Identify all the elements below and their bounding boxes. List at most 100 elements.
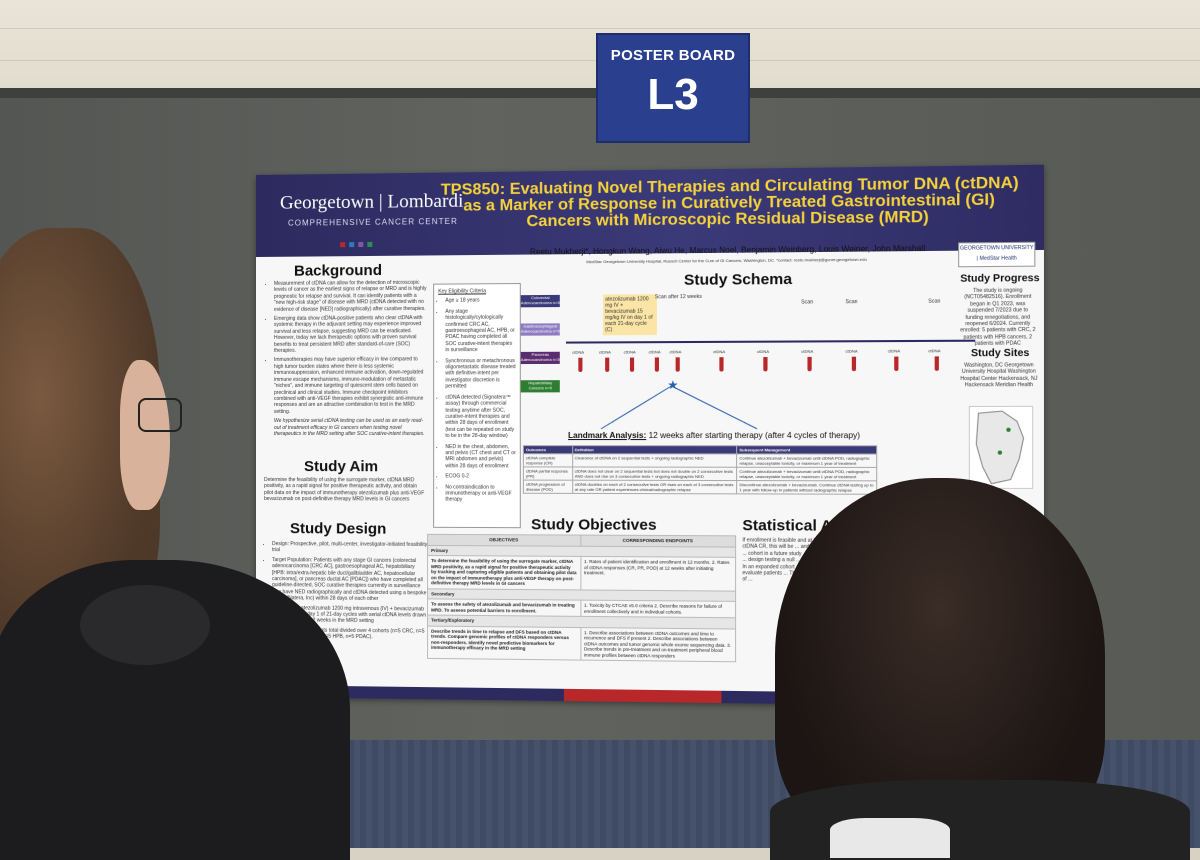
- table-cell: Continue atezolizumab + bevacizumab unti…: [736, 467, 877, 481]
- design-item: Target Population: Patients with any sta…: [272, 557, 429, 603]
- aim-text: Determine the feasibility of using the s…: [263, 477, 425, 503]
- ctdna-label: ctDNA: [845, 348, 858, 354]
- background-heading: Background: [293, 261, 382, 280]
- cohort-hepatobiliary-arrow: Hepatobiliary Cancers n=5: [520, 380, 560, 393]
- blood-tube-icon: [675, 357, 680, 372]
- scan-after-label: Scan after 12 weeks: [654, 293, 702, 301]
- design-item: Design: Prospective, pilot, multi-center…: [272, 541, 429, 555]
- eligibility-item: Synchronous or metachronous oligometasta…: [445, 358, 515, 391]
- ctdna-label: ctDNA: [801, 348, 814, 354]
- table-cell: Continue atezolizumab + bevacizumab unti…: [736, 453, 877, 468]
- landmark-table: Outcomes Definition Subsequent Managemen…: [523, 445, 877, 495]
- table-cell: ctDNA partial response (PR): [523, 466, 573, 481]
- background-text: Measurement of ctDNA can allow for the d…: [266, 280, 427, 438]
- poster-affiliation: MedStar Georgetown University Hospital, …: [586, 256, 867, 265]
- research-poster: Georgetown | Lombardi COMPREHENSIVE CANC…: [256, 164, 1044, 708]
- blood-tube-icon: [763, 357, 768, 372]
- objectives-heading: Study Objectives: [531, 516, 657, 534]
- table-row: ctDNA progression of disease (POD) ctDNA…: [523, 480, 877, 495]
- cohort-crc-arrow: Colorectal Adenocarcinoma n=5: [520, 294, 560, 308]
- ctdna-label: ctDNA: [928, 348, 941, 354]
- endpoint-text: 1. Describe associations between ctDNA o…: [580, 627, 736, 662]
- institution-logo: Georgetown | Lombardi: [279, 190, 464, 214]
- blood-tube-icon: [629, 357, 635, 372]
- eligibility-item: No contraindication to immunotherapy or …: [445, 484, 515, 504]
- endpoint-text: 1. Rates of patient identification and e…: [580, 556, 736, 591]
- table-cell: Clearance of ctDNA on 2 sequential tests…: [572, 453, 737, 468]
- partner-logo: GEORGETOWN UNIVERSITY | MedStar Health: [958, 241, 1036, 268]
- background-bullet: Measurement of ctDNA can allow for the d…: [274, 280, 427, 313]
- scan-label: Scan: [928, 298, 941, 305]
- blood-tube-icon: [654, 357, 659, 372]
- scan-label: Scan: [801, 299, 814, 306]
- landmark-text: 12 weeks after starting therapy (after 4…: [648, 430, 861, 441]
- timeline-bar: [565, 339, 976, 344]
- table-row: ctDNA partial response (PR) ctDNA does n…: [523, 466, 877, 481]
- landmark-caption: Landmark Analysis: 12 weeks after starti…: [568, 431, 860, 440]
- viewer-left-face: [120, 360, 170, 510]
- aim-heading: Study Aim: [303, 458, 379, 476]
- blood-tube-icon: [578, 357, 583, 372]
- ctdna-label: ctDNA: [713, 349, 726, 355]
- table-cell: ctDNA complete response (CR): [523, 453, 573, 467]
- schema-heading: Study Schema: [683, 270, 793, 289]
- objective-text: Describe trends in time to relapse and D…: [427, 625, 581, 661]
- sites-heading: Study Sites: [970, 347, 1030, 360]
- blood-tube-icon: [605, 357, 610, 372]
- viewer-left-hood: [80, 585, 210, 665]
- background-bullet: Emerging data show ctDNA-positive patien…: [274, 315, 427, 354]
- landmark-col-header: Definition: [572, 445, 737, 454]
- cohort-pancreas-arrow: Pancreas Adenocarcinoma n=5: [520, 351, 560, 365]
- landmark-col-header: Outcomes: [523, 445, 573, 454]
- objective-text: To determine the feasibility of using th…: [427, 555, 581, 590]
- poster-board-sign: POSTER BOARD L3: [596, 33, 750, 143]
- ctdna-label: ctDNA: [757, 348, 770, 354]
- viewer-right-collar: [830, 818, 950, 858]
- map-outline: [970, 407, 1032, 488]
- landmark-col-header: Subsequent Management: [736, 445, 877, 455]
- ctdna-label: ctDNA: [887, 348, 901, 354]
- blood-tube-icon: [934, 356, 939, 371]
- logo-color-squares: [340, 234, 376, 252]
- eligibility-item: Age ≥ 18 years: [445, 298, 515, 305]
- endpoint-text: 1. Toxicity by CTCAE v5.0 criteria 2. De…: [580, 600, 736, 618]
- landmark-pointer-lines: [591, 384, 768, 431]
- ctdna-label: ctDNA: [598, 349, 611, 355]
- eligibility-item: ctDNA detected (Signatera™ assay) throug…: [445, 394, 515, 439]
- blood-tube-icon: [851, 356, 857, 372]
- blood-tube-icon: [807, 356, 812, 372]
- glasses-icon: [138, 398, 182, 432]
- table-row: To determine the feasibility of using th…: [427, 555, 736, 591]
- ctdna-label: ctDNA: [572, 349, 585, 355]
- ctdna-label: ctDNA: [623, 349, 636, 355]
- eligibility-box: Key Eligibility Criteria Age ≥ 18 years …: [433, 283, 521, 529]
- table-row: Describe trends in time to relapse and D…: [427, 625, 736, 662]
- eligibility-item: Any stage histologically/cytologically c…: [445, 308, 515, 354]
- table-row: ctDNA complete response (CR) Clearance o…: [523, 453, 877, 468]
- sign-label: POSTER BOARD: [610, 47, 736, 64]
- ctdna-label: ctDNA: [648, 349, 661, 355]
- table-cell: ctDNA progression of disease (POD): [523, 480, 573, 494]
- scan-label: Scan: [845, 299, 858, 306]
- table-cell: ctDNA does not clear on 2 sequential tes…: [572, 466, 737, 481]
- hypothesis: We hypothesize serial ctDNA testing can …: [273, 417, 425, 437]
- objective-text: To assess the safety of atezolizumab and…: [427, 598, 581, 617]
- cohort-gastroesophageal-arrow: Gastroesophageal Adenocarcinoma n=5: [520, 323, 560, 336]
- objectives-col-header: CORRESPONDING ENDPOINTS: [580, 535, 736, 547]
- wall-seam: [0, 28, 1200, 29]
- poster-title: TPS850: Evaluating Novel Therapies and C…: [440, 174, 1019, 231]
- sites-map: [968, 405, 1034, 489]
- progress-heading: Study Progress: [960, 272, 1040, 285]
- sites-text: Washington, DC Georgetown University Hos…: [960, 362, 1038, 389]
- landmark-label: Landmark Analysis:: [568, 430, 647, 441]
- eligibility-item: NED in the chest, abdomen, and pelvis (C…: [445, 444, 515, 470]
- blood-tube-icon: [894, 356, 899, 371]
- institution-subtitle: COMPREHENSIVE CANCER CENTER: [287, 216, 458, 228]
- blood-tube-icon: [719, 357, 724, 372]
- table-cell: Discontinue atezolizumab + bevacizumab. …: [736, 480, 877, 495]
- treatment-note: atezolizumab 1200 mg IV + bevacizumab 15…: [603, 294, 657, 336]
- design-heading: Study Design: [289, 520, 387, 538]
- eligibility-heading: Key Eligibility Criteria: [438, 288, 487, 295]
- eligibility-item: ECOG 0-2: [445, 474, 515, 481]
- ctdna-label: ctDNA: [669, 349, 682, 355]
